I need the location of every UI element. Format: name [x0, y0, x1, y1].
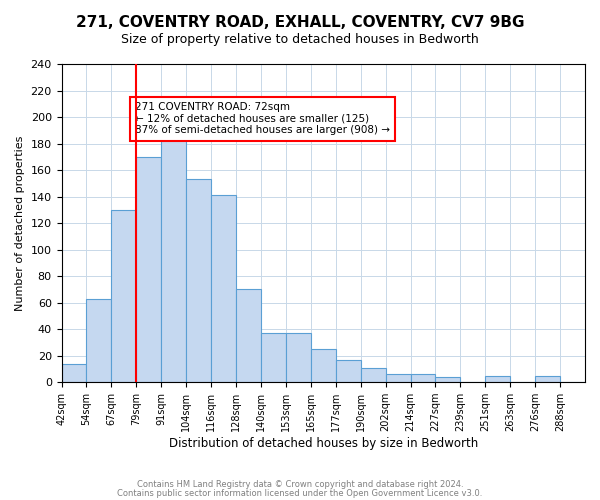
Text: 271 COVENTRY ROAD: 72sqm
← 12% of detached houses are smaller (125)
87% of semi-: 271 COVENTRY ROAD: 72sqm ← 12% of detach… — [135, 102, 390, 136]
Bar — [311, 349, 336, 382]
Bar — [286, 333, 311, 382]
Bar — [112, 210, 136, 382]
Bar — [62, 364, 86, 382]
Bar — [410, 374, 436, 382]
Text: 271, COVENTRY ROAD, EXHALL, COVENTRY, CV7 9BG: 271, COVENTRY ROAD, EXHALL, COVENTRY, CV… — [76, 15, 524, 30]
Text: Size of property relative to detached houses in Bedworth: Size of property relative to detached ho… — [121, 32, 479, 46]
Bar — [161, 117, 186, 382]
Text: Contains public sector information licensed under the Open Government Licence v3: Contains public sector information licen… — [118, 489, 482, 498]
Bar — [436, 377, 460, 382]
Bar — [86, 298, 112, 382]
X-axis label: Distribution of detached houses by size in Bedworth: Distribution of detached houses by size … — [169, 437, 478, 450]
Bar — [361, 368, 386, 382]
Bar — [186, 180, 211, 382]
Bar — [261, 333, 286, 382]
Text: Contains HM Land Registry data © Crown copyright and database right 2024.: Contains HM Land Registry data © Crown c… — [137, 480, 463, 489]
Bar — [136, 157, 161, 382]
Bar — [236, 290, 261, 382]
Bar — [336, 360, 361, 382]
Y-axis label: Number of detached properties: Number of detached properties — [15, 136, 25, 311]
Bar — [485, 376, 510, 382]
Bar — [386, 374, 410, 382]
Bar — [211, 196, 236, 382]
Bar — [535, 376, 560, 382]
